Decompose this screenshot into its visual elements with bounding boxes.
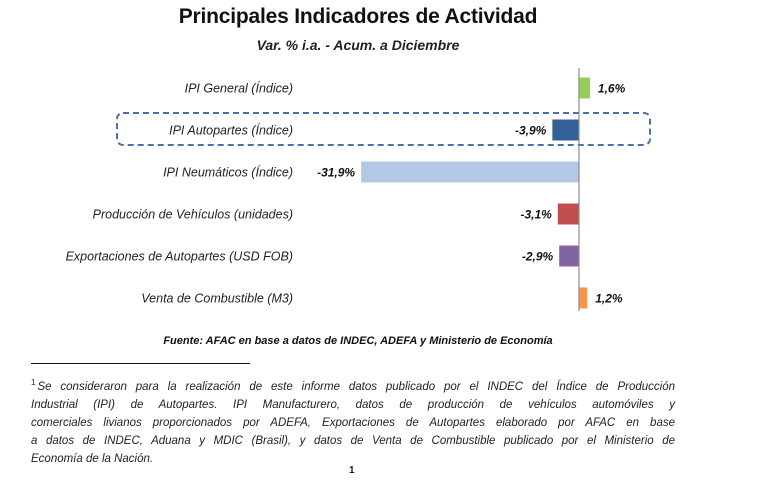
category-label: IPI Neumáticos (Índice): [163, 165, 293, 180]
bar: [557, 203, 579, 225]
data-label: -3,9%: [515, 124, 547, 138]
footnote-line: Industrial (IPI) de Autopartes. IPI Manu…: [31, 399, 675, 411]
footnote-text: Se consideraron para la realización de e…: [37, 381, 675, 393]
chart-subtitle: Var. % i.a. - Acum. a Diciembre: [256, 37, 460, 53]
bar: [361, 161, 579, 183]
footnote-line: comerciales livianos proporcionados por …: [31, 417, 675, 429]
category-label: Venta de Combustible (M3): [141, 292, 293, 306]
bar: [559, 245, 579, 267]
data-label: -2,9%: [522, 250, 554, 264]
source-note: Fuente: AFAC en base a datos de INDEC, A…: [163, 335, 553, 347]
footnote-line: 1 Se consideraron para la realización de …: [31, 374, 675, 396]
category-label: IPI Autopartes (Índice): [169, 123, 293, 138]
footnote-separator: [31, 363, 250, 364]
page-number: 1: [349, 465, 355, 476]
data-label: 1,6%: [598, 82, 626, 96]
footnote-line: a datos de INDEC, Aduana y MDIC (Brasil)…: [31, 435, 675, 447]
bar: [579, 287, 588, 309]
data-label: -31,9%: [317, 166, 355, 180]
bar-chart: IPI General (Índice) 1,6% IPI Autopartes (…: [66, 68, 651, 311]
data-label: 1,2%: [595, 292, 623, 306]
footnote-marker: 1: [31, 378, 36, 387]
category-label: IPI General (Índice): [185, 81, 293, 96]
data-label: -3,1%: [520, 208, 552, 222]
footnote: 1 Se consideraron para la realización de …: [31, 374, 675, 468]
bar: [552, 119, 579, 141]
bar: [579, 77, 590, 99]
category-label: Producción de Vehículos (unidades): [93, 208, 293, 222]
footnote-line: Economía de la Nación.: [31, 453, 154, 465]
category-label: Exportaciones de Autopartes (USD FOB): [66, 250, 293, 264]
chart-title: Principales Indicadores de Actividad: [178, 5, 538, 28]
highlight-box: [116, 112, 651, 146]
